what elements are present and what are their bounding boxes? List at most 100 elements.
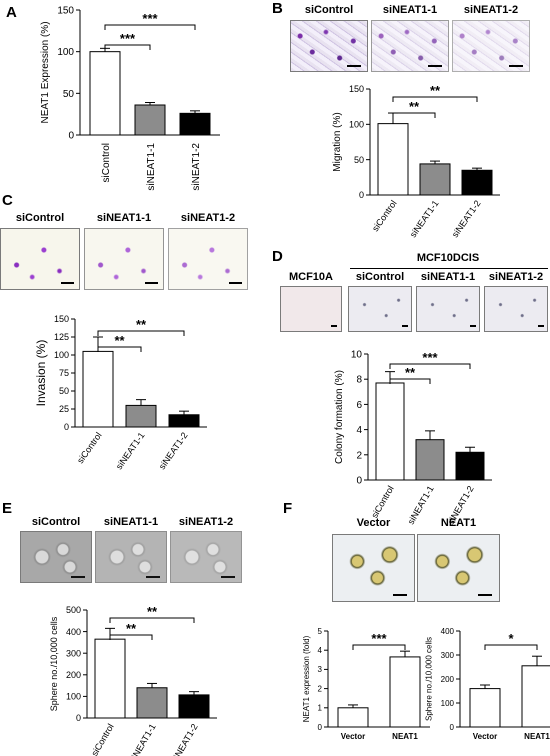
bar [179, 112, 211, 136]
scale-bar [71, 576, 85, 578]
y-tick-label: 10 [351, 350, 363, 361]
x-tick-label: siNEAT1-1 [114, 430, 147, 471]
y-tick-label: 400 [441, 627, 455, 636]
y-axis-label: Sphere no./10,000 cells [425, 637, 434, 721]
photo-label: siNEAT1-1 [420, 271, 476, 283]
y-axis-label: Colony formation (%) [334, 370, 345, 464]
x-tick-label: siNEAT1-2 [170, 722, 200, 756]
significance-label: ** [405, 365, 416, 380]
bar [89, 51, 121, 136]
significance-label: ** [147, 604, 158, 619]
scale-bar [61, 282, 74, 284]
panel-letter-b: B [272, 0, 283, 17]
significance-bracket [97, 346, 142, 352]
micrograph-image [170, 531, 242, 583]
group-divider-line [350, 268, 548, 269]
micrograph-image [168, 228, 248, 290]
x-tick-label: siNEAT1-1 [128, 722, 158, 756]
significance-bracket [109, 617, 195, 623]
x-tick-label: NEAT1 [524, 732, 550, 741]
significance-label: ** [136, 317, 147, 332]
x-tick-label: Vector [341, 732, 365, 741]
y-tick-label: 75 [59, 368, 69, 378]
y-tick-label: 0 [64, 422, 69, 432]
photo-label: siControl [31, 516, 81, 528]
y-tick-label: 4 [318, 646, 323, 655]
panel-letter-a: A [6, 4, 17, 21]
photo-label: siControl [355, 271, 405, 283]
y-tick-label: 125 [54, 332, 69, 342]
bar [377, 123, 409, 196]
significance-bracket [392, 112, 436, 118]
bar [461, 169, 493, 196]
photo-label: siControl [15, 212, 65, 224]
y-tick-label: 1 [318, 704, 323, 713]
bar [521, 665, 550, 728]
x-tick-label: siNEAT1-2 [157, 430, 190, 471]
photo-label: siNEAT1-2 [488, 271, 544, 283]
micrograph-image [371, 20, 449, 72]
significance-bracket [104, 24, 196, 30]
chart-f1: 0 1 2 3 4 5 NEAT1 expression (fold) Vector NEAT1… [302, 627, 430, 741]
y-axis-label: NEAT1 Expression (%) [40, 21, 51, 123]
micrograph-image [417, 534, 500, 602]
scale-bar [347, 65, 361, 67]
y-tick-label: 100 [57, 47, 74, 58]
x-tick-label: NEAT1 [392, 732, 418, 741]
y-tick-label: 5 [318, 627, 323, 636]
y-tick-label: 0 [76, 713, 81, 723]
bar [168, 414, 200, 428]
significance-bracket [97, 330, 185, 336]
photo-label: siNEAT1-1 [96, 212, 152, 224]
significance-bracket [389, 378, 431, 384]
significance-bracket [484, 644, 538, 650]
significance-label: *** [120, 31, 136, 46]
x-tick-label: siControl [89, 722, 115, 756]
y-tick-label: 2 [318, 684, 323, 693]
bar [94, 638, 126, 719]
x-tick-label: siControl [75, 430, 104, 465]
y-tick-label: 150 [349, 84, 364, 94]
photo-label: siControl [304, 4, 354, 16]
y-tick-label: 100 [441, 699, 455, 708]
bar [178, 694, 210, 719]
x-tick-label: siNEAT1-1 [146, 143, 157, 191]
scale-bar [393, 594, 407, 596]
micrograph-image [84, 228, 164, 290]
chart-c: 0 25 50 75 100 125 150 Invasion (%) siControl siN… [34, 314, 207, 471]
scale-bar [402, 325, 408, 327]
y-axis-label: Migration (%) [332, 112, 343, 171]
chart-f2: 0 100 200 300 400 Sphere no./10,000 cells Vect… [425, 627, 550, 741]
significance-label: *** [142, 11, 158, 26]
scale-bar [221, 576, 235, 578]
y-axis-label: Sphere no./10,000 cells [49, 616, 59, 711]
y-tick-label: 0 [356, 476, 362, 487]
scale-bar [428, 65, 442, 67]
x-tick-label: siControl [369, 484, 395, 520]
micrograph-image [290, 20, 368, 72]
micrograph-image [0, 228, 80, 290]
photo-label: MCF10A [288, 271, 333, 283]
scale-bar [229, 282, 242, 284]
significance-label: ** [409, 99, 420, 114]
significance-bracket [389, 363, 471, 369]
significance-bracket [109, 634, 153, 640]
y-tick-label: 200 [441, 675, 455, 684]
micrograph-image [95, 531, 167, 583]
scale-bar [538, 325, 544, 327]
panel-letter-c: C [2, 192, 13, 209]
photo-label: siNEAT1-2 [180, 212, 236, 224]
chart-b: 0 50 100 150 Migration (%) siControl siNEAT1-1… [332, 83, 500, 239]
panel-letter-d: D [272, 248, 283, 265]
scale-bar [478, 594, 492, 596]
x-tick-label: siNEAT1-1 [408, 198, 441, 239]
y-tick-label: 300 [441, 651, 455, 660]
y-tick-label: 500 [66, 605, 81, 615]
micrograph-image [280, 286, 342, 332]
y-tick-label: 4 [356, 425, 362, 436]
x-tick-label: siNEAT1-2 [450, 198, 483, 239]
significance-bracket [104, 44, 151, 50]
bar [455, 451, 485, 481]
y-tick-label: 0 [359, 190, 364, 200]
bar [389, 656, 421, 728]
